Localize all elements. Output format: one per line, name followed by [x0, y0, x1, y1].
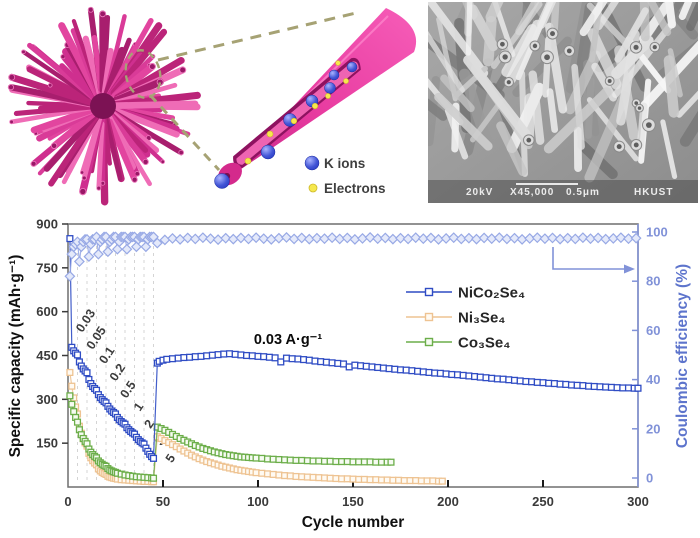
efficiency-arrow	[552, 247, 635, 274]
svg-text:40: 40	[646, 372, 660, 387]
electron-dots	[244, 60, 349, 165]
svg-text:150: 150	[36, 436, 58, 451]
sem-footer: 20kV X45,000 0.5μm HKUST	[466, 183, 673, 198]
svg-text:450: 450	[36, 348, 58, 363]
sem-micrograph: 20kV X45,000 0.5μm HKUST	[428, 2, 698, 203]
svg-text:0: 0	[64, 494, 71, 509]
svg-text:20: 20	[646, 421, 660, 436]
zoom-guide	[124, 11, 357, 172]
chart-legend: NiCo₂Se₄ Ni₃Se₄ Co₃Se₄	[406, 285, 525, 352]
svg-text:300: 300	[627, 494, 649, 509]
zoom-guide-line-bottom	[148, 93, 221, 172]
svg-text:600: 600	[36, 304, 58, 319]
series-Coulombic efficiency	[64, 231, 642, 282]
sem-scale-label: 0.5μm	[566, 187, 600, 198]
k-ion-legend-marker	[304, 155, 320, 171]
sem-nanorods	[428, 2, 698, 183]
k-ion-spheres	[214, 61, 358, 189]
series-NiCo₂Se₄	[66, 235, 642, 462]
svg-text:100: 100	[247, 494, 269, 509]
svg-text:300: 300	[36, 392, 58, 407]
svg-text:0.5: 0.5	[117, 378, 138, 400]
nanostructure-schematic: K ions Electrons	[7, 6, 417, 206]
sem-footer-band	[428, 180, 698, 203]
svg-text:80: 80	[646, 274, 660, 289]
electron-legend-label: Electrons	[324, 181, 386, 196]
svg-text:750: 750	[36, 260, 58, 275]
electron-legend-marker	[308, 183, 318, 193]
k-ion-legend-label: K ions	[324, 156, 365, 171]
sem-voltage-label: 20kV	[466, 187, 493, 198]
cycle-axis: 0 50 100 150 200 250 300	[64, 480, 649, 509]
schematic-legend: K ions Electrons	[304, 155, 386, 196]
y-right-axis-title: Coulombic efficiency (%)	[674, 264, 691, 448]
rate-step-gridlines	[77, 246, 154, 484]
svg-text:150: 150	[342, 494, 364, 509]
sem-magnification-label: X45,000	[510, 187, 554, 198]
svg-text:NiCo₂Se₄: NiCo₂Se₄	[458, 285, 525, 302]
svg-text:100: 100	[646, 225, 668, 240]
svg-text:200: 200	[437, 494, 459, 509]
x-axis-title: Cycle number	[302, 514, 405, 531]
zoom-circle	[124, 49, 162, 99]
y-left-axis-title: Specific capacity (mAh·g⁻¹)	[7, 255, 24, 458]
capacity-axis: 150 300 450 600 750 900	[36, 217, 68, 451]
svg-text:5: 5	[163, 452, 179, 466]
sem-institution-label: HKUST	[634, 187, 673, 198]
efficiency-axis: 0 20 40 60 80 100	[632, 225, 668, 486]
svg-text:900: 900	[36, 217, 58, 232]
svg-text:60: 60	[646, 323, 660, 338]
zoom-guide-line-top	[157, 11, 357, 62]
svg-text:250: 250	[532, 494, 554, 509]
svg-text:0: 0	[646, 471, 653, 486]
svg-text:Co₃Se₄: Co₃Se₄	[458, 335, 510, 352]
series-Co₃Se₄	[66, 392, 395, 482]
urchin-nanostructure-illustration	[7, 6, 201, 206]
svg-text:50: 50	[156, 494, 170, 509]
svg-text:Ni₃Se₄: Ni₃Se₄	[458, 310, 505, 327]
current-density-annotation: 0.03 A·g⁻¹	[254, 332, 323, 348]
nanotube-cone-illustration	[214, 8, 417, 189]
